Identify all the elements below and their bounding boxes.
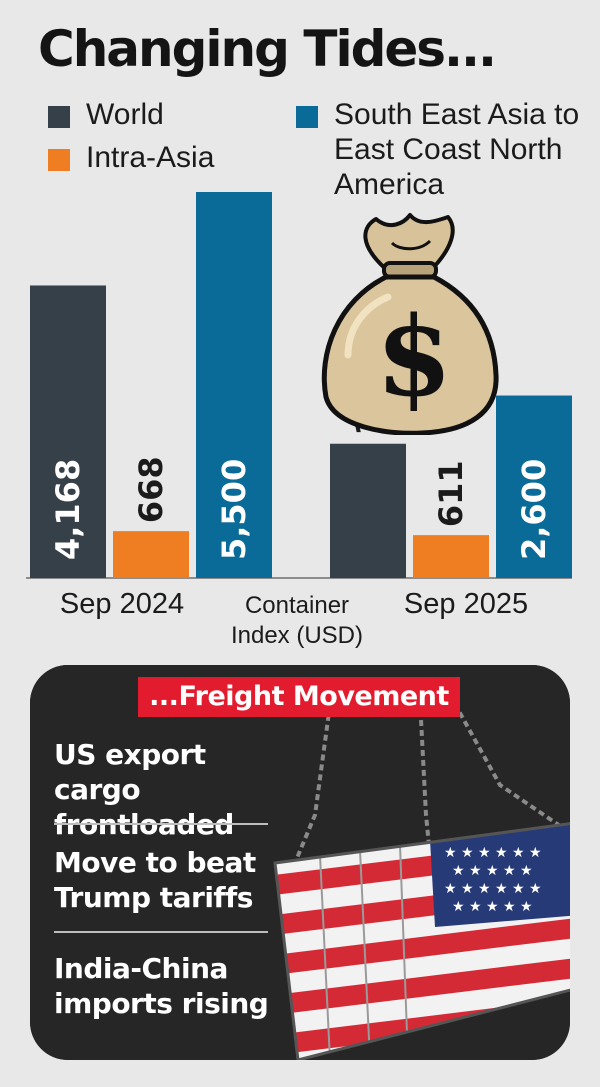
us-flag-container-icon: ★ ★ ★ ★ ★ ★ ★ ★ ★ ★ ★ ★ ★ ★ ★ ★ ★ ★ ★ ★ … [30, 665, 570, 1060]
divider [54, 823, 268, 825]
svg-text:$: $ [376, 292, 453, 421]
data-label-intra-asia-1: 611 [432, 460, 470, 527]
svg-text:★ ★ ★ ★ ★: ★ ★ ★ ★ ★ [452, 899, 533, 915]
x-axis-title-line-2: Index (USD) [231, 622, 363, 649]
legend-label-intra-asia: Intra-Asia [86, 141, 215, 174]
chart-title: Changing Tides... [38, 20, 497, 78]
bar-sea-east-coast-0 [196, 192, 272, 578]
freight-header: ...Freight Movement [138, 677, 460, 717]
freight-point: India-China imports rising [54, 952, 269, 1020]
legend-item-intra-asia: Intra-Asia [48, 140, 214, 175]
bar-intra-asia-1 [413, 535, 489, 578]
bar-world-1 [330, 443, 406, 578]
legend-label-sea-east-coast: South East Asia to East Coast North Amer… [334, 98, 580, 201]
data-label-intra-asia-0: 668 [132, 456, 170, 523]
data-label-sea-east-coast-1: 2,600 [515, 459, 553, 560]
legend-swatch-sea-east-coast [296, 106, 318, 128]
x-tick-label: Sep 2025 [404, 588, 528, 620]
legend-swatch-intra-asia [48, 149, 70, 171]
svg-text:★ ★ ★ ★ ★: ★ ★ ★ ★ ★ [452, 863, 533, 879]
freight-point: US export cargo frontloaded [54, 738, 234, 841]
money-bag-icon: $ [321, 213, 499, 435]
bar-sea-east-coast-1 [496, 395, 572, 578]
legend-item-sea-east-coast: South East Asia to East Coast North Amer… [296, 97, 594, 202]
freight-panel: ★ ★ ★ ★ ★ ★ ★ ★ ★ ★ ★ ★ ★ ★ ★ ★ ★ ★ ★ ★ … [30, 665, 570, 1060]
legend-item-world: World [48, 97, 164, 132]
legend-label-world: World [86, 98, 164, 131]
bar-world-0 [30, 285, 106, 578]
bar-intra-asia-0 [113, 531, 189, 578]
svg-text:★ ★ ★ ★ ★ ★: ★ ★ ★ ★ ★ ★ [444, 845, 542, 861]
legend-swatch-world [48, 106, 70, 128]
data-label-sea-east-coast-0: 5,500 [215, 459, 253, 560]
data-label-world-0: 4,168 [49, 459, 87, 560]
x-tick-label: Sep 2024 [60, 588, 184, 620]
divider [54, 931, 268, 933]
freight-point: Move to beat Trump tariffs [54, 846, 256, 914]
svg-text:★ ★ ★ ★ ★ ★: ★ ★ ★ ★ ★ ★ [444, 881, 542, 897]
x-axis-title-line-1: Container [245, 592, 349, 619]
